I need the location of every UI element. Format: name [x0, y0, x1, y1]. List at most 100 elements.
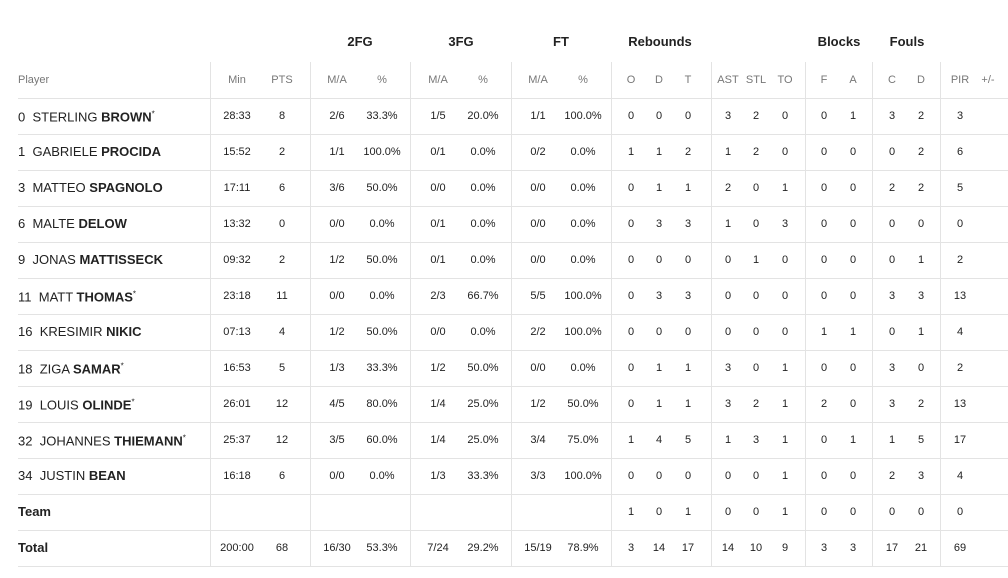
stat-cell: 4/5 [329, 398, 345, 410]
first-name: MALTE [32, 216, 75, 231]
stat-cell: 1 [781, 470, 789, 482]
stat-cell: 0 [888, 146, 896, 158]
stat-cell: 2/3 [430, 290, 446, 302]
stat-cell: 0 [655, 470, 663, 482]
stat-cell: 0 [849, 182, 857, 194]
stat-cell: 1 [627, 146, 635, 158]
stat-cell: 0 [627, 182, 635, 194]
first-name: GABRIELE [32, 144, 98, 159]
stat-cell: 15/19 [524, 542, 552, 554]
stat-cell: 5 [684, 434, 692, 446]
stat-cell: 0 [849, 470, 857, 482]
stat-cell: 3 [752, 434, 760, 446]
stat-cell: 50.0% [366, 326, 398, 338]
stat-cell: 0/1 [430, 218, 446, 230]
stat-cell: 3 [655, 218, 663, 230]
stat-cell: 14 [721, 542, 735, 554]
stat-cell: 1/5 [430, 110, 446, 122]
player-name: 0 STERLING BROWN* [18, 107, 155, 126]
last-name: THOMAS [76, 289, 133, 305]
stat-cell: 50.0% [366, 182, 398, 194]
row-divider [18, 458, 1008, 459]
stat-cell: 33.3% [366, 362, 398, 374]
first-name: STERLING [32, 109, 98, 125]
stat-cell: 1/1 [329, 146, 345, 158]
stat-cell: 2 [956, 362, 964, 374]
player-number: 1 [18, 144, 26, 159]
stat-cell: 0 [724, 506, 732, 518]
stat-cell: 3 [724, 398, 732, 410]
stat-cell: 13 [953, 290, 967, 302]
stat-cell: 16/30 [323, 542, 351, 554]
stat-cell: 0/1 [430, 146, 446, 158]
stat-cell: 17 [681, 542, 695, 554]
stat-cell: 3 [888, 290, 896, 302]
row-label: Team [18, 504, 51, 519]
last-name: MATTISSECK [79, 252, 163, 267]
stat-cell: 16:18 [223, 470, 251, 482]
row-divider [18, 314, 1008, 315]
stat-cell: 13 [953, 398, 967, 410]
stat-cell: 21 [914, 542, 928, 554]
stat-cell: 0/0 [530, 254, 546, 266]
stat-cell: 2 [917, 182, 925, 194]
last-name: DELOW [78, 216, 127, 231]
stat-cell: 0.0% [570, 218, 596, 230]
player-name: 6 MALTE DELOW [18, 216, 127, 232]
column-header: % [578, 74, 588, 86]
stat-cell: 53.3% [366, 542, 398, 554]
first-name: JUSTIN [39, 468, 86, 483]
stat-cell: 0 [752, 362, 760, 374]
stat-cell: 3 [888, 398, 896, 410]
stat-cell: 0.0% [470, 218, 496, 230]
stat-cell: 1 [917, 326, 925, 338]
stat-cell: 3/3 [530, 470, 546, 482]
stat-cell: 0.0% [470, 326, 496, 338]
stat-cell: 14 [652, 542, 666, 554]
stat-cell: 0 [655, 326, 663, 338]
player-number: 18 [18, 361, 33, 377]
stat-cell: 2 [684, 146, 692, 158]
stat-cell: 0/0 [530, 218, 546, 230]
stat-cell: 1 [781, 506, 789, 518]
stat-cell: 1 [724, 218, 732, 230]
stat-cell: 17 [885, 542, 899, 554]
stat-cell: 1 [684, 398, 692, 410]
stat-cell: 0 [724, 326, 732, 338]
row-divider [18, 494, 1008, 495]
row-divider [18, 134, 1008, 135]
column-header: D [917, 74, 925, 86]
player-number: 6 [18, 216, 26, 231]
starter-mark: * [120, 361, 124, 371]
stat-cell: 25.0% [467, 398, 499, 410]
stat-cell: 1 [655, 398, 663, 410]
stat-cell: 15:52 [223, 146, 251, 158]
stat-cell: 26:01 [223, 398, 251, 410]
stat-cell: 5 [956, 182, 964, 194]
stat-cell: 0 [781, 110, 789, 122]
stat-cell: 0.0% [570, 254, 596, 266]
stat-cell: 0 [820, 362, 828, 374]
stat-cell: 25:37 [223, 434, 251, 446]
stat-cell: 0 [627, 110, 635, 122]
first-name: ZIGA [39, 361, 70, 377]
stat-cell: 3 [956, 110, 964, 122]
stat-cell: 0.0% [470, 146, 496, 158]
stat-cell: 5/5 [530, 290, 546, 302]
stat-cell: 4 [278, 326, 286, 338]
stat-cell: 17 [953, 434, 967, 446]
stat-cell: 7/24 [427, 542, 449, 554]
player-number: 32 [18, 433, 33, 449]
row-divider [18, 206, 1008, 207]
stat-cell: 0/0 [430, 182, 446, 194]
stat-cell: 0 [849, 398, 857, 410]
stat-cell: 2 [956, 254, 964, 266]
group-header: Fouls [889, 34, 925, 49]
stat-cell: 100.0% [564, 110, 602, 122]
stat-cell: 0 [888, 218, 896, 230]
stat-cell: 1 [888, 434, 896, 446]
stat-cell: 09:32 [223, 254, 251, 266]
stat-cell: 0 [655, 110, 663, 122]
stat-cell: 0 [781, 290, 789, 302]
column-header: F [820, 74, 828, 86]
